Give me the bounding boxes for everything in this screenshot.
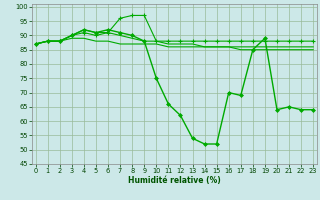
- X-axis label: Humidité relative (%): Humidité relative (%): [128, 176, 221, 185]
